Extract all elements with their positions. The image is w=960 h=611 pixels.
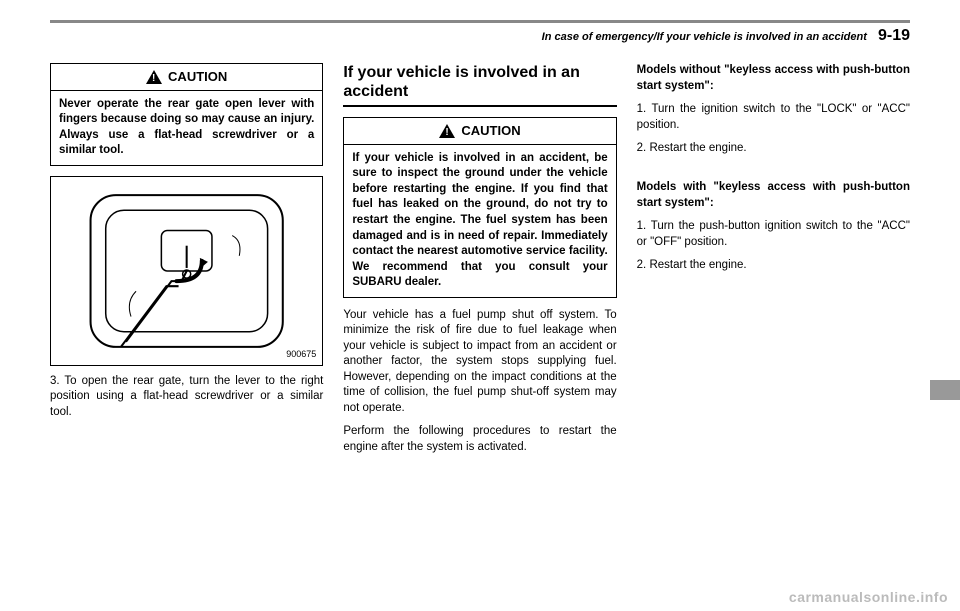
- step-with-2: 2. Restart the engine.: [637, 258, 910, 274]
- rear-gate-illustration: [59, 185, 314, 357]
- column-2: If your vehicle is involved in an accide…: [343, 63, 616, 463]
- side-tab: [930, 380, 960, 400]
- models-without-heading: Models without "keyless access with push…: [637, 63, 910, 94]
- step-without-1: 1. Turn the ignition switch to the "LOCK…: [637, 102, 910, 133]
- caution-header-1: CAUTION: [51, 64, 322, 91]
- figure-rear-gate: 900675: [50, 176, 323, 366]
- page-number: 9-19: [878, 27, 910, 44]
- page-header: In case of emergency/If your vehicle is …: [50, 27, 910, 45]
- caution-label-2: CAUTION: [461, 122, 520, 140]
- caution-box-1: CAUTION Never operate the rear gate open…: [50, 63, 323, 166]
- caution-body-2: If your vehicle is involved in an accide…: [344, 145, 615, 297]
- column-3: Models without "keyless access with push…: [637, 63, 910, 463]
- models-with-heading: Models with "keyless access with push-bu…: [637, 180, 910, 211]
- caution-body-1: Never operate the rear gate open lever w…: [51, 91, 322, 165]
- caution-header-2: CAUTION: [344, 118, 615, 145]
- paragraph-2: Perform the following procedures to re­s…: [343, 424, 616, 455]
- paragraph-1: Your vehicle has a fuel pump shut off sy…: [343, 308, 616, 417]
- step-without-2: 2. Restart the engine.: [637, 141, 910, 157]
- breadcrumb: In case of emergency/If your vehicle is …: [542, 31, 867, 43]
- caution-label-1: CAUTION: [168, 68, 227, 86]
- step-with-1: 1. Turn the push-button ignition switch …: [637, 219, 910, 250]
- warning-icon: [439, 124, 455, 138]
- watermark: carmanualsonline.info: [789, 589, 948, 605]
- header-divider: [50, 20, 910, 23]
- content-columns: CAUTION Never operate the rear gate open…: [50, 63, 910, 463]
- warning-icon: [146, 70, 162, 84]
- figure-number: 900675: [286, 348, 316, 360]
- caution-box-2: CAUTION If your vehicle is involved in a…: [343, 117, 616, 297]
- step-3-text: 3. To open the rear gate, turn the lever…: [50, 374, 323, 421]
- column-1: CAUTION Never operate the rear gate open…: [50, 63, 323, 463]
- section-title: If your vehicle is involved in an accide…: [343, 63, 616, 107]
